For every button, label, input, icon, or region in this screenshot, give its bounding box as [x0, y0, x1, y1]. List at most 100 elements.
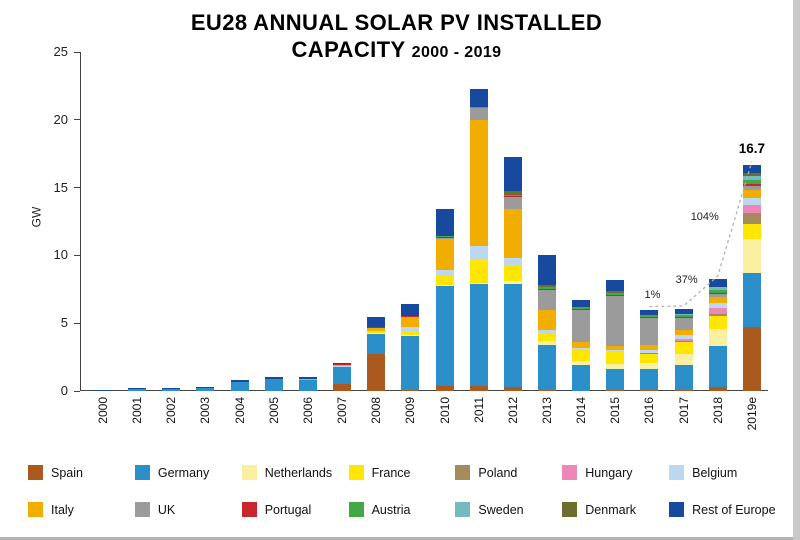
bar-segment-netherlands: [674, 354, 693, 366]
bar-segment-belgium: [503, 258, 522, 267]
legend-item-italy: Italy: [28, 502, 135, 517]
bar-segment-austria: [572, 306, 591, 309]
legend-label: Austria: [371, 502, 411, 517]
legend-swatch: [241, 465, 257, 480]
y-axis-tick-label: 15: [53, 179, 68, 195]
bar-segment-portugal: [367, 326, 386, 328]
legend-item-poland: Poland: [455, 465, 562, 480]
x-axis-label: 2011: [471, 397, 486, 423]
bar-segment-netherlands: [537, 340, 556, 345]
growth-percent-label: 104%: [690, 210, 719, 223]
legend-swatch: [669, 502, 685, 517]
chart-title: EU28 ANNUAL SOLAR PV INSTALLED CAPACITY …: [0, 10, 793, 63]
bar-segment-italy: [572, 342, 591, 348]
growth-percent-label: 37%: [675, 274, 698, 287]
bar-segment-hungary: [674, 339, 693, 341]
legend-item-austria: Austria: [348, 502, 456, 517]
bar-segment-uk: [674, 317, 693, 330]
bar-segment-rest-of-europe: [606, 279, 625, 291]
legend-swatch: [455, 465, 471, 480]
legend-swatch: [562, 465, 578, 480]
bar-segment-spain: [742, 327, 761, 391]
bar-segment-germany: [333, 366, 352, 385]
bar-segment-france: [367, 332, 386, 334]
bar-segment-germany: [128, 388, 147, 391]
bar-segment-poland: [640, 353, 659, 355]
y-axis-line: [80, 52, 81, 391]
bar-segment-austria: [742, 180, 761, 184]
bar-segment-poland: [674, 340, 693, 343]
bar-segment-france: [435, 275, 454, 285]
bar-segment-germany: [742, 273, 761, 328]
y-axis-tick: [74, 187, 80, 189]
x-axis-label: 2006: [300, 397, 315, 424]
chart-title-line2: CAPACITY 2000 - 2019: [0, 37, 793, 63]
bar-segment-portugal: [640, 317, 659, 318]
legend-swatch: [455, 502, 471, 517]
y-axis-tick: [74, 390, 80, 392]
bar-segment-portugal: [606, 295, 625, 297]
bar-segment-germany: [401, 335, 420, 390]
x-axis-label: 2013: [539, 397, 554, 424]
bar-segment-belgium: [572, 347, 591, 349]
legend-label: Hungary: [585, 465, 633, 480]
bar-segment-netherlands: [708, 328, 727, 347]
bar-segment-italy: [708, 297, 727, 303]
bar-segment-rest-of-europe: [708, 279, 727, 288]
bar-segment-netherlands: [640, 362, 659, 370]
bar-segment-portugal: [674, 317, 693, 318]
bar-segment-netherlands: [469, 283, 488, 284]
bar-segment-germany: [367, 334, 386, 355]
bar-segment-spain: [469, 385, 488, 391]
bar-segment-netherlands: [435, 284, 454, 286]
bar-segment-austria: [606, 293, 625, 296]
bar-segment-germany: [435, 285, 454, 386]
growth-percent-label: 1%: [644, 289, 661, 302]
bar-segment-rest-of-europe: [537, 254, 556, 285]
bar-segment-rest-of-europe: [469, 89, 488, 107]
legend-item-netherlands: Netherlands: [241, 465, 349, 480]
legend-swatch: [134, 465, 150, 480]
bar-segment-poland: [708, 313, 727, 317]
x-axis-label: 2016: [642, 397, 657, 424]
bar-segment-uk: [435, 237, 454, 239]
bar-segment-netherlands: [503, 281, 522, 284]
chart-title-capacity: CAPACITY: [291, 37, 406, 62]
bar-segment-austria: [537, 287, 556, 289]
bar-segment-rest-of-europe: [503, 157, 522, 191]
bar-segment-spain: [401, 389, 420, 391]
bar-segment-hungary: [708, 308, 727, 314]
x-axis-label: 2007: [335, 397, 350, 424]
bar-segment-rest-of-europe: [572, 300, 591, 307]
x-axis-label: 2009: [403, 397, 418, 424]
bar-segment-portugal: [708, 292, 727, 294]
bar-segment-rest-of-europe: [230, 380, 249, 382]
bar-segment-germany: [162, 388, 181, 391]
bar-segment-uk: [537, 289, 556, 310]
bar-segment-rest-of-europe: [128, 387, 147, 389]
bar-segment-austria: [469, 106, 488, 108]
bar-segment-spain: [537, 389, 556, 391]
bar-segment-belgium: [674, 335, 693, 340]
bar-segment-germany: [572, 365, 591, 391]
bar-segment-germany: [606, 369, 625, 390]
plot-area: 0 5 10 15 20 25 2000 2001 2002 2003 2004 2005 2006 20…: [54, 44, 768, 430]
bar-segment-portugal: [401, 315, 420, 317]
legend-label: France: [371, 465, 411, 480]
bar-segment-france: [742, 224, 761, 240]
bar-segment-denmark: [537, 284, 556, 288]
bar-segment-rest-of-europe: [264, 377, 283, 379]
x-axis-label: 2012: [505, 397, 520, 424]
bar-segment-spain: [503, 386, 522, 391]
legend-swatch: [241, 502, 257, 517]
chart-title-line1: EU28 ANNUAL SOLAR PV INSTALLED: [190, 10, 603, 35]
bar-segment-germany: [537, 344, 556, 390]
bar-segment-denmark: [606, 290, 625, 294]
bar-segment-sweden: [674, 314, 693, 316]
bar-segment-italy: [401, 316, 420, 328]
y-axis-tick: [74, 51, 80, 53]
bar-segment-france: [503, 266, 522, 282]
bar-segment-netherlands: [742, 239, 761, 274]
bar-segment-portugal: [503, 196, 522, 198]
